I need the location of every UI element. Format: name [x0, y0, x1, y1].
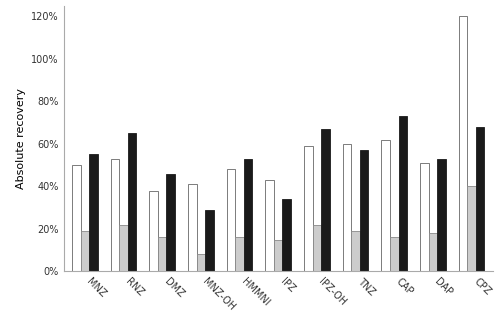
Bar: [312, 225, 321, 272]
Bar: [111, 159, 120, 272]
Bar: [282, 199, 291, 272]
Bar: [476, 127, 484, 272]
Bar: [274, 239, 282, 272]
Bar: [72, 165, 80, 272]
Bar: [343, 144, 351, 272]
Y-axis label: Absolute recovery: Absolute recovery: [16, 88, 26, 189]
Bar: [236, 238, 244, 272]
Bar: [398, 116, 407, 272]
Bar: [150, 190, 158, 272]
Bar: [459, 16, 468, 272]
Bar: [266, 180, 274, 272]
Bar: [166, 174, 175, 272]
Bar: [390, 238, 398, 272]
Bar: [360, 150, 368, 272]
Bar: [321, 129, 330, 272]
Bar: [244, 159, 252, 272]
Bar: [420, 163, 428, 272]
Bar: [428, 233, 437, 272]
Bar: [304, 146, 312, 272]
Bar: [89, 155, 98, 272]
Bar: [227, 169, 235, 272]
Bar: [352, 231, 360, 272]
Bar: [120, 225, 128, 272]
Bar: [382, 140, 390, 272]
Bar: [128, 133, 136, 272]
Bar: [196, 254, 205, 272]
Bar: [188, 184, 196, 272]
Bar: [437, 159, 446, 272]
Bar: [158, 238, 166, 272]
Bar: [205, 210, 214, 272]
Bar: [468, 186, 476, 272]
Bar: [80, 231, 89, 272]
